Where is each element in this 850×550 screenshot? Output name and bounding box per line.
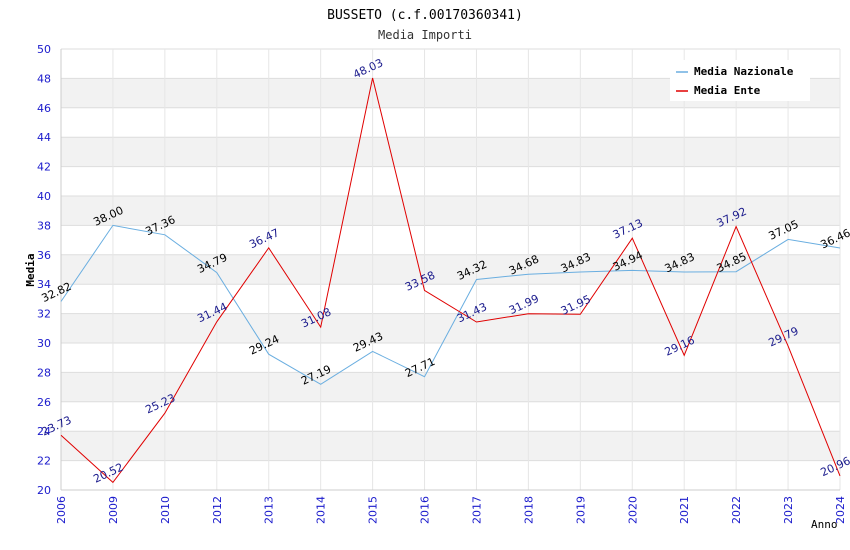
chart-subtitle: Media Importi: [378, 28, 472, 42]
x-tick-label: 2014: [315, 496, 328, 524]
x-tick-label: 2022: [730, 496, 743, 524]
series-line-nazionale: [60, 224, 841, 385]
grid-band: [61, 431, 840, 461]
grid-band: [61, 254, 840, 285]
x-tick-label: 2018: [522, 496, 535, 524]
chart-title: BUSSETO (c.f.00170360341): [327, 8, 523, 23]
legend-box: [670, 60, 810, 101]
x-axis-label: Anno: [811, 518, 838, 531]
y-tick-label: 34: [37, 278, 51, 291]
series-line-ente: [60, 77, 841, 484]
y-tick-label: 46: [37, 102, 51, 115]
grid-band: [61, 137, 840, 167]
x-tick-label: 2015: [367, 496, 380, 524]
legend-label-nazionale: Media Nazionale: [694, 65, 794, 78]
y-tick-label: 26: [37, 396, 51, 409]
y-tick-label: 28: [37, 366, 51, 379]
y-tick-label: 30: [37, 337, 51, 350]
x-tick-label: 2020: [626, 496, 639, 524]
y-axis-label: Media: [24, 253, 37, 286]
y-tick-label: 36: [37, 249, 51, 262]
grid-band: [61, 372, 840, 402]
y-tick-label: 50: [37, 43, 51, 56]
x-tick-label: 2019: [574, 496, 587, 524]
x-tick-label: 2021: [678, 496, 691, 524]
x-tick-label: 2017: [470, 496, 483, 524]
y-tick-label: 32: [37, 308, 51, 321]
grid-band: [61, 196, 840, 226]
legend: Media Nazionale Media Ente: [670, 60, 810, 101]
x-tick-label: 2009: [107, 496, 120, 524]
data-label-ente: 36.47: [247, 226, 281, 251]
data-label-ente: 20.52: [91, 461, 125, 486]
x-tick-label: 2024: [834, 496, 847, 524]
y-tick-label: 22: [37, 455, 51, 468]
y-tick-label: 24: [37, 425, 51, 438]
data-label-nazionale: 36.46: [818, 226, 850, 251]
x-tick-label: 2006: [55, 496, 68, 524]
legend-label-ente: Media Ente: [694, 84, 761, 97]
y-tick-label: 40: [37, 190, 51, 203]
y-tick-label: 44: [37, 131, 51, 144]
y-tick-label: 48: [37, 72, 51, 85]
x-tick-label: 2023: [782, 496, 795, 524]
series-lines: [60, 77, 841, 484]
x-tick-label: 2013: [263, 496, 276, 524]
x-tick-label: 2012: [211, 496, 224, 524]
x-tick-label: 2010: [159, 496, 172, 524]
y-tick-label: 20: [37, 484, 51, 497]
data-label-ente: 48.03: [351, 56, 385, 81]
y-tick-label: 42: [37, 161, 51, 174]
x-tick-label: 2016: [419, 496, 432, 524]
grid-bands: [61, 78, 840, 461]
y-tick-label: 38: [37, 219, 51, 232]
